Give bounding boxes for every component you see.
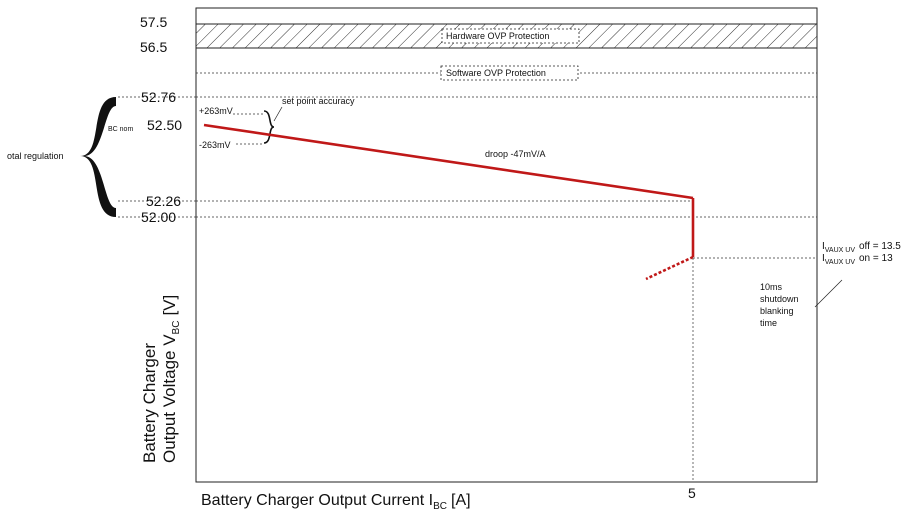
- shutdown-note-1: 10ms: [760, 282, 783, 292]
- shutdown-curve: [645, 255, 694, 281]
- shutdown-note-4: time: [760, 318, 777, 328]
- y-tick-57-5: 57.5: [140, 14, 167, 30]
- vaux-on-label: IVAUX UV on = 13: [822, 253, 893, 266]
- software-ovp-label-box: [440, 65, 579, 81]
- y-tick-52-50: 52.50: [147, 117, 182, 133]
- hardware-ovp-label-box: [441, 28, 580, 44]
- total-regulation-label: otal regulation: [7, 151, 64, 161]
- y-tick-52-26: 52.26: [146, 193, 181, 209]
- svg-text:Battery Charger: Battery Charger: [140, 343, 159, 463]
- vaux-off-label: IVAUX UV off = 13.5: [822, 241, 901, 254]
- software-ovp-label: Software OVP Protection: [446, 68, 546, 78]
- svg-text:Output Voltage VBC[V]: Output Voltage VBC[V]: [160, 295, 182, 463]
- set-point-label: set point accuracy: [282, 96, 355, 106]
- bc-nom-label: BC nom: [108, 126, 133, 133]
- set-point-leader: [273, 106, 283, 122]
- droop-curve: [203, 123, 694, 200]
- plot-frame: [195, 7, 818, 483]
- hardware-ovp-label: Hardware OVP Protection: [446, 31, 549, 41]
- total-regulation-brace: [80, 97, 116, 217]
- shutdown-note-2: shutdown: [760, 294, 799, 304]
- hardware-ovp-band: [195, 23, 818, 49]
- y-axis-label: Battery Charger Output Voltage VBC[V]: [140, 295, 182, 463]
- set-point-brace: [263, 110, 275, 144]
- y-tick-52-00: 52.00: [141, 209, 176, 225]
- plus-263-label: +263mV: [199, 106, 233, 116]
- y-tick-56-5: 56.5: [140, 39, 167, 55]
- x-tick-5: 5: [688, 485, 696, 501]
- droop-label: droop -47mV/A: [485, 149, 546, 159]
- minus-263-label: -263mV: [199, 140, 231, 150]
- y-tick-52-76: 52.76: [141, 89, 176, 105]
- x-axis-label: Battery Charger Output Current IBC [A]: [201, 492, 471, 512]
- shutdown-leader: [814, 279, 843, 308]
- shutdown-note-3: blanking: [760, 306, 794, 316]
